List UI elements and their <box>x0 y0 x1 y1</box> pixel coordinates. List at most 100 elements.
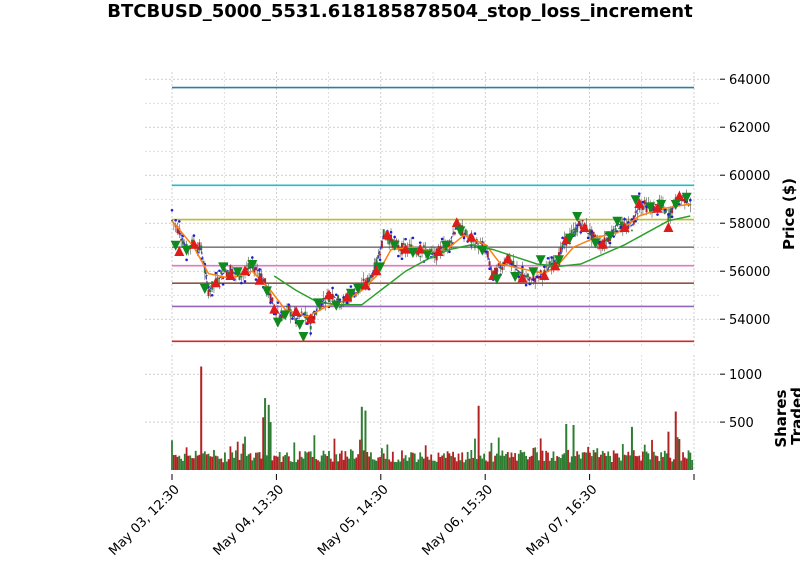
price-dot <box>393 235 396 239</box>
candle-body <box>578 220 581 227</box>
volume-bar <box>516 460 518 470</box>
volume-bar <box>669 457 672 470</box>
volume-bar <box>497 437 500 470</box>
candle-body <box>481 242 484 248</box>
candle-body <box>264 278 267 284</box>
candle-body <box>671 207 674 214</box>
volume-bar <box>528 456 531 470</box>
volume-bar <box>464 459 467 470</box>
volume-bar <box>189 455 192 470</box>
volume-bar <box>559 458 562 470</box>
volume-bar <box>536 452 538 470</box>
candle-body <box>667 214 670 222</box>
volume-bar <box>437 452 440 470</box>
volume-bar <box>422 458 425 470</box>
volume-bar <box>172 455 175 470</box>
buy-marker <box>517 272 528 283</box>
volume-bar <box>492 461 495 470</box>
volume-bar <box>428 459 431 470</box>
sell-marker <box>605 231 616 242</box>
x-axis: May 03, 12:30 May 04, 13:30 May 05, 14:30 M… <box>106 474 695 559</box>
buy-marker <box>323 289 334 300</box>
volume-bar <box>329 458 332 470</box>
sell-marker <box>389 240 400 251</box>
volume-bar <box>432 460 434 470</box>
volume-bar <box>273 455 276 470</box>
candle-body <box>371 273 374 278</box>
candle-body <box>278 315 281 318</box>
price-dot <box>378 258 382 262</box>
volume-bar <box>589 452 591 470</box>
price-series <box>170 189 692 342</box>
candle-body <box>337 295 340 301</box>
price-dot <box>287 303 291 306</box>
price-grid <box>145 72 720 348</box>
volume-bar <box>632 450 635 470</box>
volume-bar <box>412 452 414 470</box>
volume-bar <box>379 456 381 470</box>
volume-bar <box>247 454 250 470</box>
volume-bar <box>426 456 429 470</box>
sell-marker <box>261 286 272 297</box>
volume-bar <box>401 450 403 470</box>
volume-bar <box>430 454 433 470</box>
volume-bar <box>183 453 186 470</box>
volume-bar <box>307 451 310 470</box>
volume-bar <box>236 441 239 470</box>
volume-bar <box>483 453 486 470</box>
candle-body <box>247 263 250 270</box>
volume-bar <box>439 457 442 470</box>
volume-bar <box>359 439 361 470</box>
volume-bar <box>266 455 268 470</box>
volume-bar <box>527 459 529 470</box>
buy-marker <box>415 243 426 254</box>
buy-marker <box>674 190 685 201</box>
volume-bar <box>282 456 285 470</box>
price-dot <box>670 215 674 219</box>
candle-body <box>665 209 668 211</box>
volume-bar <box>224 452 226 470</box>
volume-bar <box>196 455 199 470</box>
volume-bar <box>286 452 288 470</box>
volume-bar <box>676 437 679 470</box>
volume-bar <box>671 461 673 470</box>
candle-body <box>432 251 434 255</box>
volume-bar <box>417 459 420 470</box>
volume-bar <box>600 454 602 470</box>
volume-bar <box>499 455 502 470</box>
volume-bar <box>324 454 327 470</box>
candle-body <box>382 229 385 238</box>
volume-bar <box>685 458 688 470</box>
candle-body <box>534 278 537 283</box>
volume-bar <box>470 450 473 470</box>
candle-body <box>654 204 657 206</box>
volume-bar <box>612 450 615 470</box>
volume-bar <box>534 447 537 470</box>
candle-body <box>366 277 369 284</box>
volume-bar <box>673 459 675 470</box>
volume-bar <box>634 455 637 470</box>
buy-marker <box>240 265 251 276</box>
candle-body <box>386 237 389 241</box>
sell-marker <box>553 255 564 266</box>
price-dot <box>174 218 177 222</box>
volume-spike-bar <box>565 424 568 470</box>
sell-marker <box>280 310 291 321</box>
candle-body <box>318 304 321 311</box>
candle-body <box>220 271 223 275</box>
price-dot <box>619 226 623 229</box>
volume-bar <box>419 452 422 470</box>
volume-bar <box>578 454 580 470</box>
volume-bar <box>313 435 316 470</box>
volume-bar <box>629 455 632 470</box>
volume-bar <box>318 461 321 470</box>
volume-tick-label: 1000 <box>729 368 762 383</box>
volume-bar <box>187 455 190 470</box>
volume-bar <box>291 461 294 470</box>
volume-bar <box>302 458 305 470</box>
volume-bar <box>348 458 350 470</box>
price-dot <box>561 236 564 240</box>
x-tick-label: May 06, 15:30 <box>419 482 496 559</box>
volume-bar <box>289 461 292 470</box>
